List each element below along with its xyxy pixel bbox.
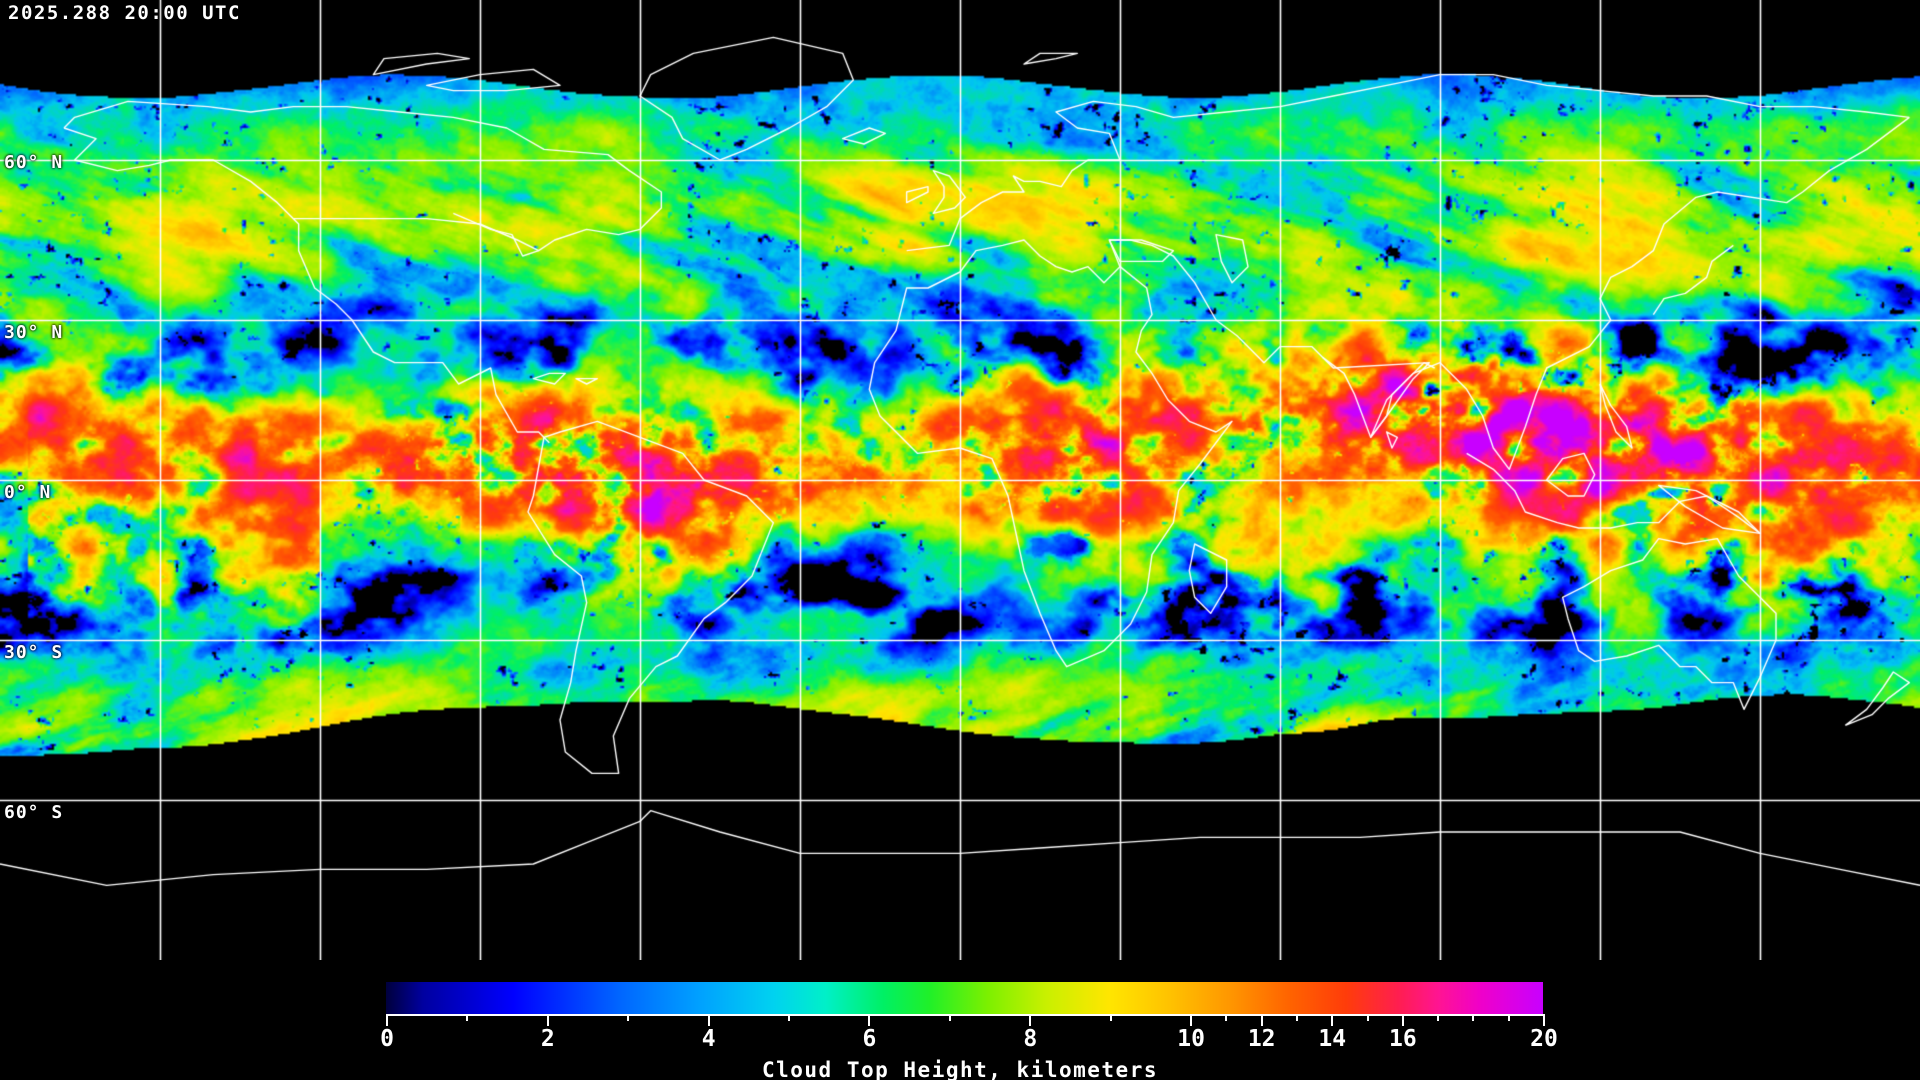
- global-map-panel[interactable]: 2025.288 20:00 UTC 60° N 30° N 0° N 30° S 60…: [0, 0, 1920, 960]
- colorbar-minor-tick: [1437, 1014, 1440, 1021]
- colorbar-tick-label: 16: [1388, 1026, 1417, 1052]
- cloud-top-height-raster: [0, 0, 1920, 960]
- lat-30n-label: 30° N: [4, 322, 64, 343]
- lat-60n-label: 60° N: [4, 152, 64, 173]
- colorbar-tick-label: 12: [1247, 1026, 1276, 1052]
- lat-60s-label: 60° S: [4, 802, 64, 823]
- colorbar-major-tick: [1029, 1014, 1032, 1026]
- colorbar-minor-tick: [1225, 1014, 1228, 1021]
- colorbar-minor-tick: [1366, 1014, 1369, 1021]
- colorbar-wrap: [386, 982, 1543, 1016]
- colorbar-minor-tick: [466, 1014, 469, 1021]
- colorbar-tick-label: 14: [1318, 1026, 1347, 1052]
- colorbar-major-tick: [386, 1014, 388, 1026]
- colorbar-tick-label: 8: [1023, 1026, 1038, 1052]
- colorbar-tick-label: 2: [540, 1026, 555, 1052]
- colorbar-tick-label: 10: [1177, 1026, 1205, 1052]
- lat-30s-label: 30° S: [4, 642, 64, 663]
- colorbar-tick-label: 0: [380, 1026, 394, 1052]
- colorbar-tick-label: 20: [1530, 1026, 1558, 1052]
- colorbar-minor-tick: [627, 1014, 630, 1021]
- colorbar-major-tick: [1331, 1014, 1334, 1026]
- colorbar-gradient: [386, 982, 1543, 1016]
- colorbar-minor-tick: [1109, 1014, 1112, 1021]
- colorbar-minor-tick: [948, 1014, 951, 1021]
- colorbar-major-tick: [1260, 1014, 1263, 1026]
- colorbar-major-tick: [1190, 1014, 1193, 1026]
- colorbar-tick-label: 6: [862, 1026, 877, 1052]
- colorbar-caption: Cloud Top Height, kilometers: [761, 1058, 1158, 1080]
- colorbar-minor-tick: [1295, 1014, 1298, 1021]
- colorbar-minor-tick: [1472, 1014, 1475, 1021]
- colorbar-minor-tick: [788, 1014, 791, 1021]
- colorbar-tickmarks: [386, 1014, 1545, 1028]
- lat-0-label: 0° N: [4, 482, 52, 503]
- colorbar-tick-label: 4: [701, 1026, 716, 1052]
- colorbar-major-tick: [1543, 1014, 1545, 1026]
- colorbar-major-tick: [546, 1014, 549, 1026]
- timestamp-label: 2025.288 20:00 UTC: [8, 2, 241, 24]
- colorbar-major-tick: [868, 1014, 871, 1026]
- colorbar-major-tick: [707, 1014, 710, 1026]
- colorbar-major-tick: [1401, 1014, 1404, 1026]
- colorbar-minor-tick: [1507, 1014, 1510, 1021]
- colorbar-legend: 0 2 4 6 8 10 12 14 16 20 Cloud Top Height, kilome…: [0, 960, 1920, 1080]
